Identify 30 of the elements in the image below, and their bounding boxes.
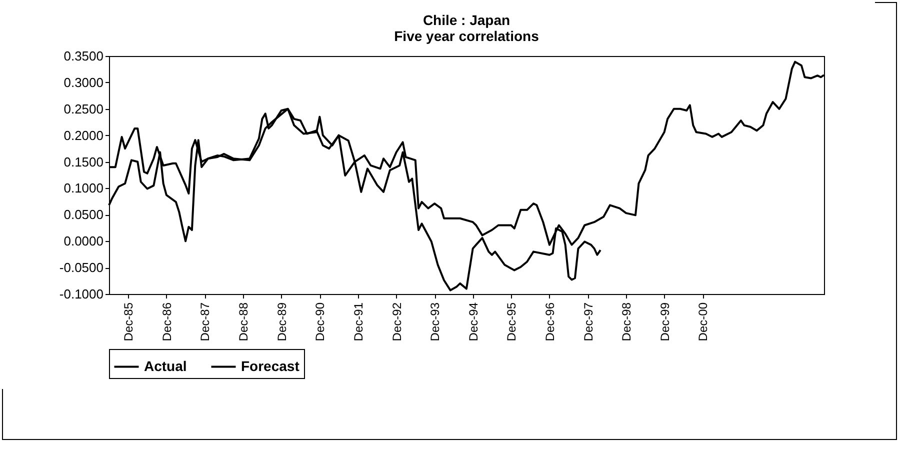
x-tick-label: Dec-95	[504, 302, 519, 342]
x-tick-label: Dec-85	[122, 302, 136, 342]
x-tick-label: Dec-93	[428, 302, 442, 342]
y-tick-label: 0.2500	[64, 101, 104, 116]
legend-label: Forecast	[241, 358, 300, 374]
x-tick-label: Dec-91	[351, 302, 366, 342]
x-tick-label: Dec-98	[620, 302, 634, 342]
y-tick-label: 0.1000	[64, 180, 104, 196]
chart-title: Chile : Japan	[422, 12, 510, 28]
y-tick-label: 0.0500	[64, 207, 104, 222]
chart-subtitle: Five year correlations	[394, 28, 540, 44]
y-tick-label: 0.0000	[64, 234, 104, 249]
x-tick-label: Dec-86	[160, 302, 174, 342]
y-tick-label: -0.1000	[59, 286, 104, 302]
y-tick-label: 0.2000	[64, 128, 104, 143]
x-tick-label: Dec-94	[466, 302, 480, 342]
y-tick-label: 0.1500	[64, 154, 104, 170]
x-tick-label: Dec-96	[542, 302, 557, 342]
y-tick-label: -0.0500	[59, 260, 104, 276]
x-tick-label: Dec-00	[696, 302, 710, 342]
x-tick-label: Dec-99	[658, 302, 672, 342]
x-tick-label: Dec-92	[390, 302, 404, 342]
y-tick-label: 0.3000	[64, 74, 104, 90]
x-tick-label: Dec-87	[198, 302, 212, 342]
x-tick-label: Dec-89	[274, 302, 289, 342]
x-tick-label: Dec-88	[236, 302, 251, 342]
x-tick-label: Dec-90	[313, 302, 328, 342]
x-tick-label: Dec-97	[581, 302, 596, 342]
legend-label: Actual	[144, 358, 187, 374]
y-tick-label: 0.3500	[64, 48, 104, 64]
